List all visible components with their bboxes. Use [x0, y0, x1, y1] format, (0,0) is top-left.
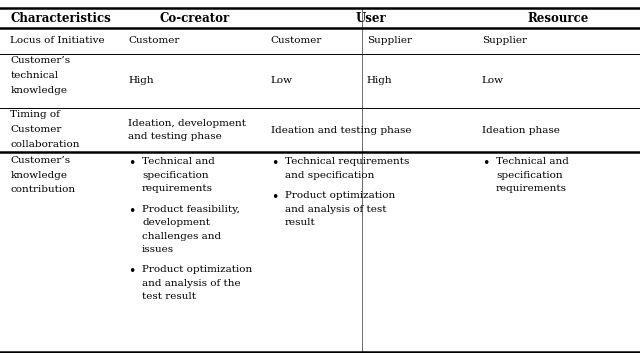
Text: result: result — [285, 218, 316, 227]
Text: •: • — [128, 157, 136, 170]
Text: Customer: Customer — [271, 36, 322, 46]
Text: Supplier: Supplier — [367, 36, 412, 46]
Text: Resource: Resource — [528, 12, 589, 24]
Text: •: • — [271, 191, 278, 204]
Text: •: • — [271, 157, 278, 170]
Text: •: • — [482, 157, 490, 170]
Text: Technical and: Technical and — [496, 157, 569, 166]
Text: Characteristics: Characteristics — [10, 12, 111, 24]
Text: •: • — [128, 265, 136, 279]
Text: Ideation, development
and testing phase: Ideation, development and testing phase — [128, 119, 246, 141]
Text: User: User — [356, 12, 387, 24]
Text: Low: Low — [271, 76, 292, 85]
Text: specification: specification — [496, 171, 563, 180]
Text: Technical requirements: Technical requirements — [285, 157, 409, 166]
Text: Low: Low — [482, 76, 504, 85]
Text: and analysis of the: and analysis of the — [142, 279, 241, 288]
Text: issues: issues — [142, 245, 174, 254]
Text: challenges and: challenges and — [142, 232, 221, 240]
Text: Product optimization: Product optimization — [142, 265, 252, 274]
Text: and analysis of test: and analysis of test — [285, 205, 387, 214]
Text: High: High — [128, 76, 154, 85]
Text: Supplier: Supplier — [482, 36, 527, 46]
Text: test result: test result — [142, 292, 196, 301]
Text: Ideation and testing phase: Ideation and testing phase — [271, 126, 412, 134]
Text: Timing of
Customer
collaboration: Timing of Customer collaboration — [10, 110, 80, 149]
Text: requirements: requirements — [496, 184, 567, 193]
Text: Ideation phase: Ideation phase — [482, 126, 560, 134]
Text: requirements: requirements — [142, 184, 213, 193]
Text: specification: specification — [142, 171, 209, 180]
Text: Customer’s
technical
knowledge: Customer’s technical knowledge — [10, 56, 70, 95]
Text: Customer’s
knowledge
contribution: Customer’s knowledge contribution — [10, 156, 76, 194]
Text: Co-creator: Co-creator — [159, 12, 229, 24]
Text: •: • — [128, 205, 136, 218]
Text: High: High — [367, 76, 392, 85]
Text: and specification: and specification — [285, 171, 374, 180]
Text: Customer: Customer — [128, 36, 179, 46]
Text: Product optimization: Product optimization — [285, 191, 395, 200]
Text: Locus of Initiative: Locus of Initiative — [10, 36, 105, 46]
Text: Product feasibility,: Product feasibility, — [142, 205, 240, 214]
Text: Technical and: Technical and — [142, 157, 215, 166]
Text: development: development — [142, 218, 210, 227]
